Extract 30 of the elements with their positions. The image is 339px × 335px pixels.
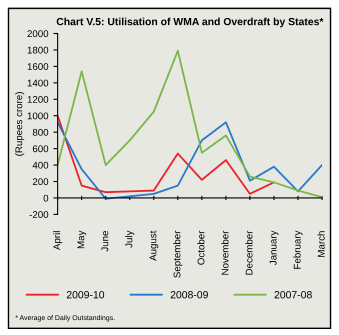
line-series — [58, 114, 275, 195]
x-tick-label: May — [77, 230, 86, 248]
y-tick-label: 0 — [44, 194, 48, 202]
x-tick-label: March — [318, 231, 325, 257]
x-tick-label: January — [270, 230, 279, 266]
y-tick-label: 1200 — [28, 96, 48, 103]
chart-title: Chart V.5: Utilisation of WMA and Overdraft by States* — [56, 18, 324, 28]
x-tick-label: September — [173, 230, 182, 278]
y-tick-label: 600 — [32, 145, 48, 152]
x-tick-label: June — [102, 231, 108, 252]
x-tick-label: July — [125, 230, 134, 248]
y-tick-label: 1600 — [28, 63, 48, 70]
y-tick-label: 200 — [32, 178, 48, 186]
legend-label: 2008-09 — [170, 291, 208, 298]
y-tick-label: -200 — [30, 211, 48, 218]
y-tick-label: 2000 — [27, 30, 48, 38]
y-tick-label: 1800 — [28, 46, 48, 54]
x-tick-label: August — [150, 230, 158, 261]
x-tick-label: November — [221, 230, 229, 275]
x-tick-label: December — [245, 230, 253, 275]
x-tick-label: February — [293, 230, 303, 269]
y-tick-label: 1400 — [28, 80, 48, 86]
y-tick-label: 800 — [32, 128, 48, 136]
x-tick-label: April — [53, 231, 62, 250]
legend-label: 2009-10 — [66, 291, 104, 298]
y-tick-label: 1000 — [28, 112, 48, 120]
y-tick-label: 400 — [32, 162, 48, 169]
y-axis-title: (Rupees crore) — [15, 92, 24, 156]
x-tick-label: October — [197, 230, 204, 265]
legend-label: 2007-08 — [274, 291, 312, 298]
